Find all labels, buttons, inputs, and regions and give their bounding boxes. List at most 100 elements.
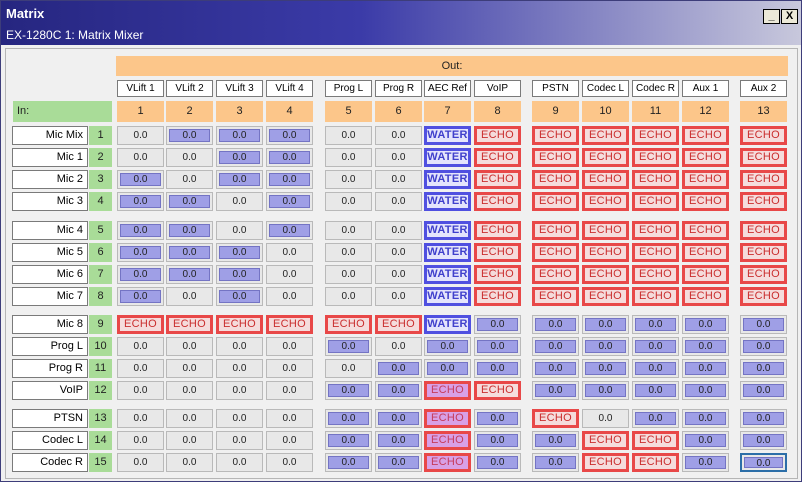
crosspoint-cell[interactable]: ECHO [740, 170, 787, 189]
crosspoint-cell[interactable]: 0.0 [166, 287, 213, 306]
crosspoint-cell[interactable]: 0.0 [117, 453, 164, 472]
crosspoint-cell[interactable]: 0.0 [266, 265, 313, 284]
crosspoint-cell[interactable]: 0.0 [325, 409, 372, 428]
crosspoint-cell[interactable]: 0.0 [375, 192, 422, 211]
crosspoint-cell[interactable]: ECHO [632, 126, 679, 145]
crosspoint-cell[interactable]: 0.0 [325, 148, 372, 167]
crosspoint-cell[interactable]: 0.0 [474, 431, 521, 450]
crosspoint-cell[interactable]: 0.0 [117, 337, 164, 356]
crosspoint-cell[interactable]: 0.0 [582, 359, 629, 378]
input-name-field[interactable]: Codec L [12, 431, 88, 450]
crosspoint-cell[interactable]: 0.0 [117, 287, 164, 306]
crosspoint-cell[interactable]: 0.0 [117, 126, 164, 145]
input-name-field[interactable]: Mic 4 [12, 221, 88, 240]
crosspoint-cell[interactable]: 0.0 [532, 337, 579, 356]
crosspoint-cell[interactable]: 0.0 [325, 243, 372, 262]
crosspoint-cell[interactable]: ECHO [582, 287, 629, 306]
crosspoint-cell[interactable]: 0.0 [216, 287, 263, 306]
crosspoint-cell[interactable]: ECHO [474, 243, 521, 262]
crosspoint-cell[interactable]: 0.0 [166, 221, 213, 240]
crosspoint-cell[interactable]: 0.0 [375, 453, 422, 472]
crosspoint-cell[interactable]: 0.0 [632, 337, 679, 356]
crosspoint-cell[interactable]: 0.0 [166, 431, 213, 450]
crosspoint-cell[interactable]: ECHO [325, 315, 372, 334]
crosspoint-cell[interactable]: ECHO [740, 192, 787, 211]
output-name-field[interactable]: Codec R [632, 80, 679, 97]
crosspoint-cell[interactable]: 0.0 [166, 148, 213, 167]
crosspoint-cell[interactable]: 0.0 [117, 381, 164, 400]
crosspoint-cell[interactable]: 0.0 [375, 337, 422, 356]
crosspoint-cell[interactable]: 0.0 [166, 192, 213, 211]
crosspoint-cell[interactable]: ECHO [632, 192, 679, 211]
crosspoint-cell[interactable]: ECHO [632, 431, 679, 450]
crosspoint-cell[interactable]: 0.0 [216, 409, 263, 428]
crosspoint-cell[interactable]: ECHO [682, 287, 729, 306]
crosspoint-cell[interactable]: 0.0 [375, 148, 422, 167]
crosspoint-cell[interactable]: ECHO [740, 265, 787, 284]
crosspoint-cell[interactable]: 0.0 [375, 265, 422, 284]
crosspoint-cell[interactable]: ECHO [216, 315, 263, 334]
crosspoint-cell[interactable]: ECHO [740, 221, 787, 240]
crosspoint-cell[interactable]: ECHO [474, 148, 521, 167]
crosspoint-cell[interactable]: ECHO [740, 148, 787, 167]
crosspoint-cell[interactable]: 0.0 [375, 170, 422, 189]
crosspoint-cell[interactable]: 0.0 [474, 359, 521, 378]
crosspoint-cell[interactable]: 0.0 [166, 126, 213, 145]
crosspoint-cell[interactable]: 0.0 [325, 170, 372, 189]
crosspoint-cell[interactable]: ECHO [474, 221, 521, 240]
input-name-field[interactable]: VoIP [12, 381, 88, 400]
crosspoint-cell[interactable]: ECHO [424, 381, 471, 400]
crosspoint-cell[interactable]: ECHO [682, 243, 729, 262]
crosspoint-cell[interactable]: 0.0 [216, 265, 263, 284]
input-name-field[interactable]: Codec R [12, 453, 88, 472]
input-name-field[interactable]: Mic 1 [12, 148, 88, 167]
crosspoint-cell[interactable]: 0.0 [117, 359, 164, 378]
crosspoint-cell[interactable]: 0.0 [117, 170, 164, 189]
crosspoint-cell[interactable]: 0.0 [582, 409, 629, 428]
crosspoint-cell[interactable]: 0.0 [424, 359, 471, 378]
crosspoint-cell[interactable]: 0.0 [117, 243, 164, 262]
crosspoint-cell[interactable]: ECHO [582, 148, 629, 167]
crosspoint-cell[interactable]: 0.0 [740, 381, 787, 400]
crosspoint-cell[interactable]: ECHO [532, 243, 579, 262]
crosspoint-cell[interactable]: 0.0 [532, 431, 579, 450]
crosspoint-cell[interactable]: 0.0 [682, 337, 729, 356]
output-name-field[interactable]: VLift 1 [117, 80, 164, 97]
crosspoint-cell[interactable]: 0.0 [216, 221, 263, 240]
crosspoint-cell[interactable]: 0.0 [266, 192, 313, 211]
crosspoint-cell[interactable]: ECHO [582, 126, 629, 145]
crosspoint-cell[interactable]: 0.0 [682, 315, 729, 334]
crosspoint-cell[interactable]: ECHO [166, 315, 213, 334]
crosspoint-cell[interactable]: 0.0 [117, 148, 164, 167]
crosspoint-cell[interactable]: ECHO [632, 265, 679, 284]
crosspoint-cell[interactable]: 0.0 [740, 337, 787, 356]
crosspoint-cell[interactable]: 0.0 [117, 192, 164, 211]
crosspoint-cell[interactable]: WATER [424, 192, 471, 211]
crosspoint-cell[interactable]: 0.0 [740, 359, 787, 378]
crosspoint-cell[interactable]: 0.0 [740, 315, 787, 334]
close-button[interactable]: X [781, 9, 798, 24]
crosspoint-cell[interactable]: 0.0 [325, 126, 372, 145]
crosspoint-cell[interactable]: 0.0 [682, 359, 729, 378]
crosspoint-cell[interactable]: WATER [424, 287, 471, 306]
crosspoint-cell[interactable]: 0.0 [216, 381, 263, 400]
crosspoint-cell[interactable]: 0.0 [375, 287, 422, 306]
crosspoint-cell[interactable]: ECHO [532, 126, 579, 145]
crosspoint-cell[interactable]: ECHO [117, 315, 164, 334]
output-name-field[interactable]: PSTN [532, 80, 579, 97]
output-name-field[interactable]: VoIP [474, 80, 521, 97]
crosspoint-cell[interactable]: 0.0 [117, 431, 164, 450]
output-name-field[interactable]: Prog R [375, 80, 422, 97]
crosspoint-cell[interactable]: ECHO [375, 315, 422, 334]
crosspoint-cell[interactable]: 0.0 [266, 409, 313, 428]
crosspoint-cell[interactable]: 0.0 [266, 359, 313, 378]
crosspoint-cell[interactable]: 0.0 [582, 381, 629, 400]
input-name-field[interactable]: PTSN [12, 409, 88, 428]
crosspoint-cell[interactable]: 0.0 [166, 337, 213, 356]
crosspoint-cell[interactable]: 0.0 [166, 409, 213, 428]
crosspoint-cell[interactable]: ECHO [532, 192, 579, 211]
crosspoint-cell[interactable]: ECHO [632, 243, 679, 262]
crosspoint-cell[interactable]: 0.0 [325, 359, 372, 378]
crosspoint-cell[interactable]: 0.0 [474, 453, 521, 472]
crosspoint-cell[interactable]: 0.0 [740, 453, 787, 472]
